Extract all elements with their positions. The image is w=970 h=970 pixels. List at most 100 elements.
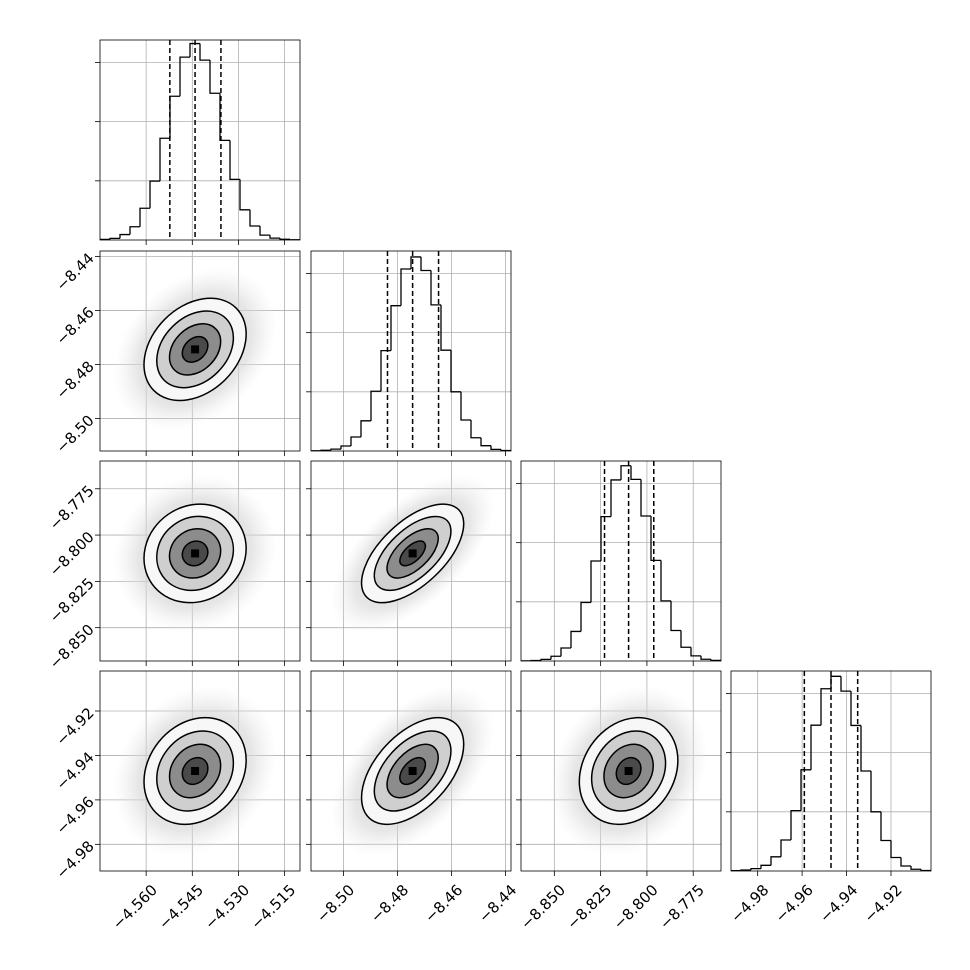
hist-bin [890,840,901,859]
x-tick-label: −8.50 [313,881,358,926]
hist-bin [570,630,581,648]
x-tick-label: −4.98 [727,881,772,926]
y-tick-label: −8.46 [52,303,97,348]
hist-bin [710,659,721,661]
hist-bin [279,238,290,240]
panel [311,461,511,661]
hist-bin [400,268,411,306]
hist-bin [760,864,771,869]
hist-bin [330,448,341,451]
panel-frame [310,460,512,662]
hist-bin [560,647,571,657]
hist-bin [259,226,270,236]
hist-bin [269,235,280,239]
x-tick-label: −4.92 [861,881,906,926]
hist-bin [590,560,601,603]
hist-bin [700,655,711,660]
hist-bin [490,445,501,450]
hist-bin [800,769,811,811]
hist-bin [790,809,801,840]
y-tick-label: −8.825 [46,574,98,626]
y-tick-label: −4.96 [52,793,97,838]
x-tick-label: −4.545 [155,881,207,933]
hist-bin [830,675,841,689]
hist-bin [119,233,130,239]
hist-bin [900,857,911,867]
hist-bin [860,725,871,772]
hist-bin [229,140,240,181]
hist-bin [189,42,200,58]
panel-frame [520,670,722,872]
hist-bin [410,256,421,269]
x-tick-label: −8.775 [656,881,708,933]
hist-bin [239,179,250,211]
hist-bin [600,515,611,561]
hist-bin [610,479,621,517]
panel-frame [310,670,512,872]
hist-bin [159,137,170,182]
hist-bin [810,724,821,770]
x-tick-label: −4.94 [816,881,861,926]
hist-bin [430,270,441,306]
hist-bin [420,256,431,272]
hist-bin [169,95,180,139]
hist-bin [870,771,881,813]
hist-bin [370,390,381,421]
hist-bin [740,869,751,871]
y-tick-label: −4.94 [52,748,97,793]
hist-bin [440,304,451,351]
x-tick-label: −8.800 [610,881,662,933]
panel [100,461,300,661]
hist-bin [850,691,861,727]
hist-bin [820,688,831,726]
x-tick-label: −8.46 [421,881,466,926]
hist-bin [640,479,651,517]
density-peak [191,767,200,775]
panel [311,671,511,871]
y-tick-label: −8.44 [52,249,97,294]
hist-bin [129,226,140,235]
panel [521,671,721,871]
panel [100,251,300,451]
hist-bin [770,856,781,866]
x-tick-label: −8.850 [517,881,569,933]
hist-bin [680,630,691,648]
panel-frame [310,250,512,452]
hist-bin [690,647,701,657]
hist-bin [660,560,671,602]
y-tick-label: −8.50 [52,411,97,456]
hist-bin [209,60,220,94]
y-tick-label: −8.775 [46,482,98,534]
density-peak [408,767,417,775]
x-tick-label: −4.560 [109,881,161,933]
hist-bin [670,600,681,632]
hist-bin [580,601,591,632]
panel [521,461,721,661]
y-tick-label: −8.800 [46,528,98,580]
hist-bin [139,207,150,227]
panel-frame [730,670,932,872]
hist-bin [880,811,891,842]
panel-frame [99,39,301,241]
hist-bin [550,655,561,660]
hist-bin [340,445,351,450]
hist-bin [350,436,361,447]
x-tick-label: −4.96 [772,881,817,926]
hist-bin [460,391,471,421]
panel [100,671,300,871]
hist-bin [470,419,481,439]
hist-bin [450,350,461,393]
panel [731,671,931,871]
hist-bin [109,237,120,240]
hist-bin [650,516,661,562]
panel-frame [520,460,722,662]
hist-bin [360,420,371,438]
panel-frame [99,460,301,662]
hist-bin [910,866,921,870]
panel-frame [99,250,301,452]
hist-bin [480,437,491,447]
hist-bin [780,839,791,857]
panel-frame [99,670,301,872]
hist-bin [100,238,110,240]
y-tick-label: −8.48 [52,357,97,402]
